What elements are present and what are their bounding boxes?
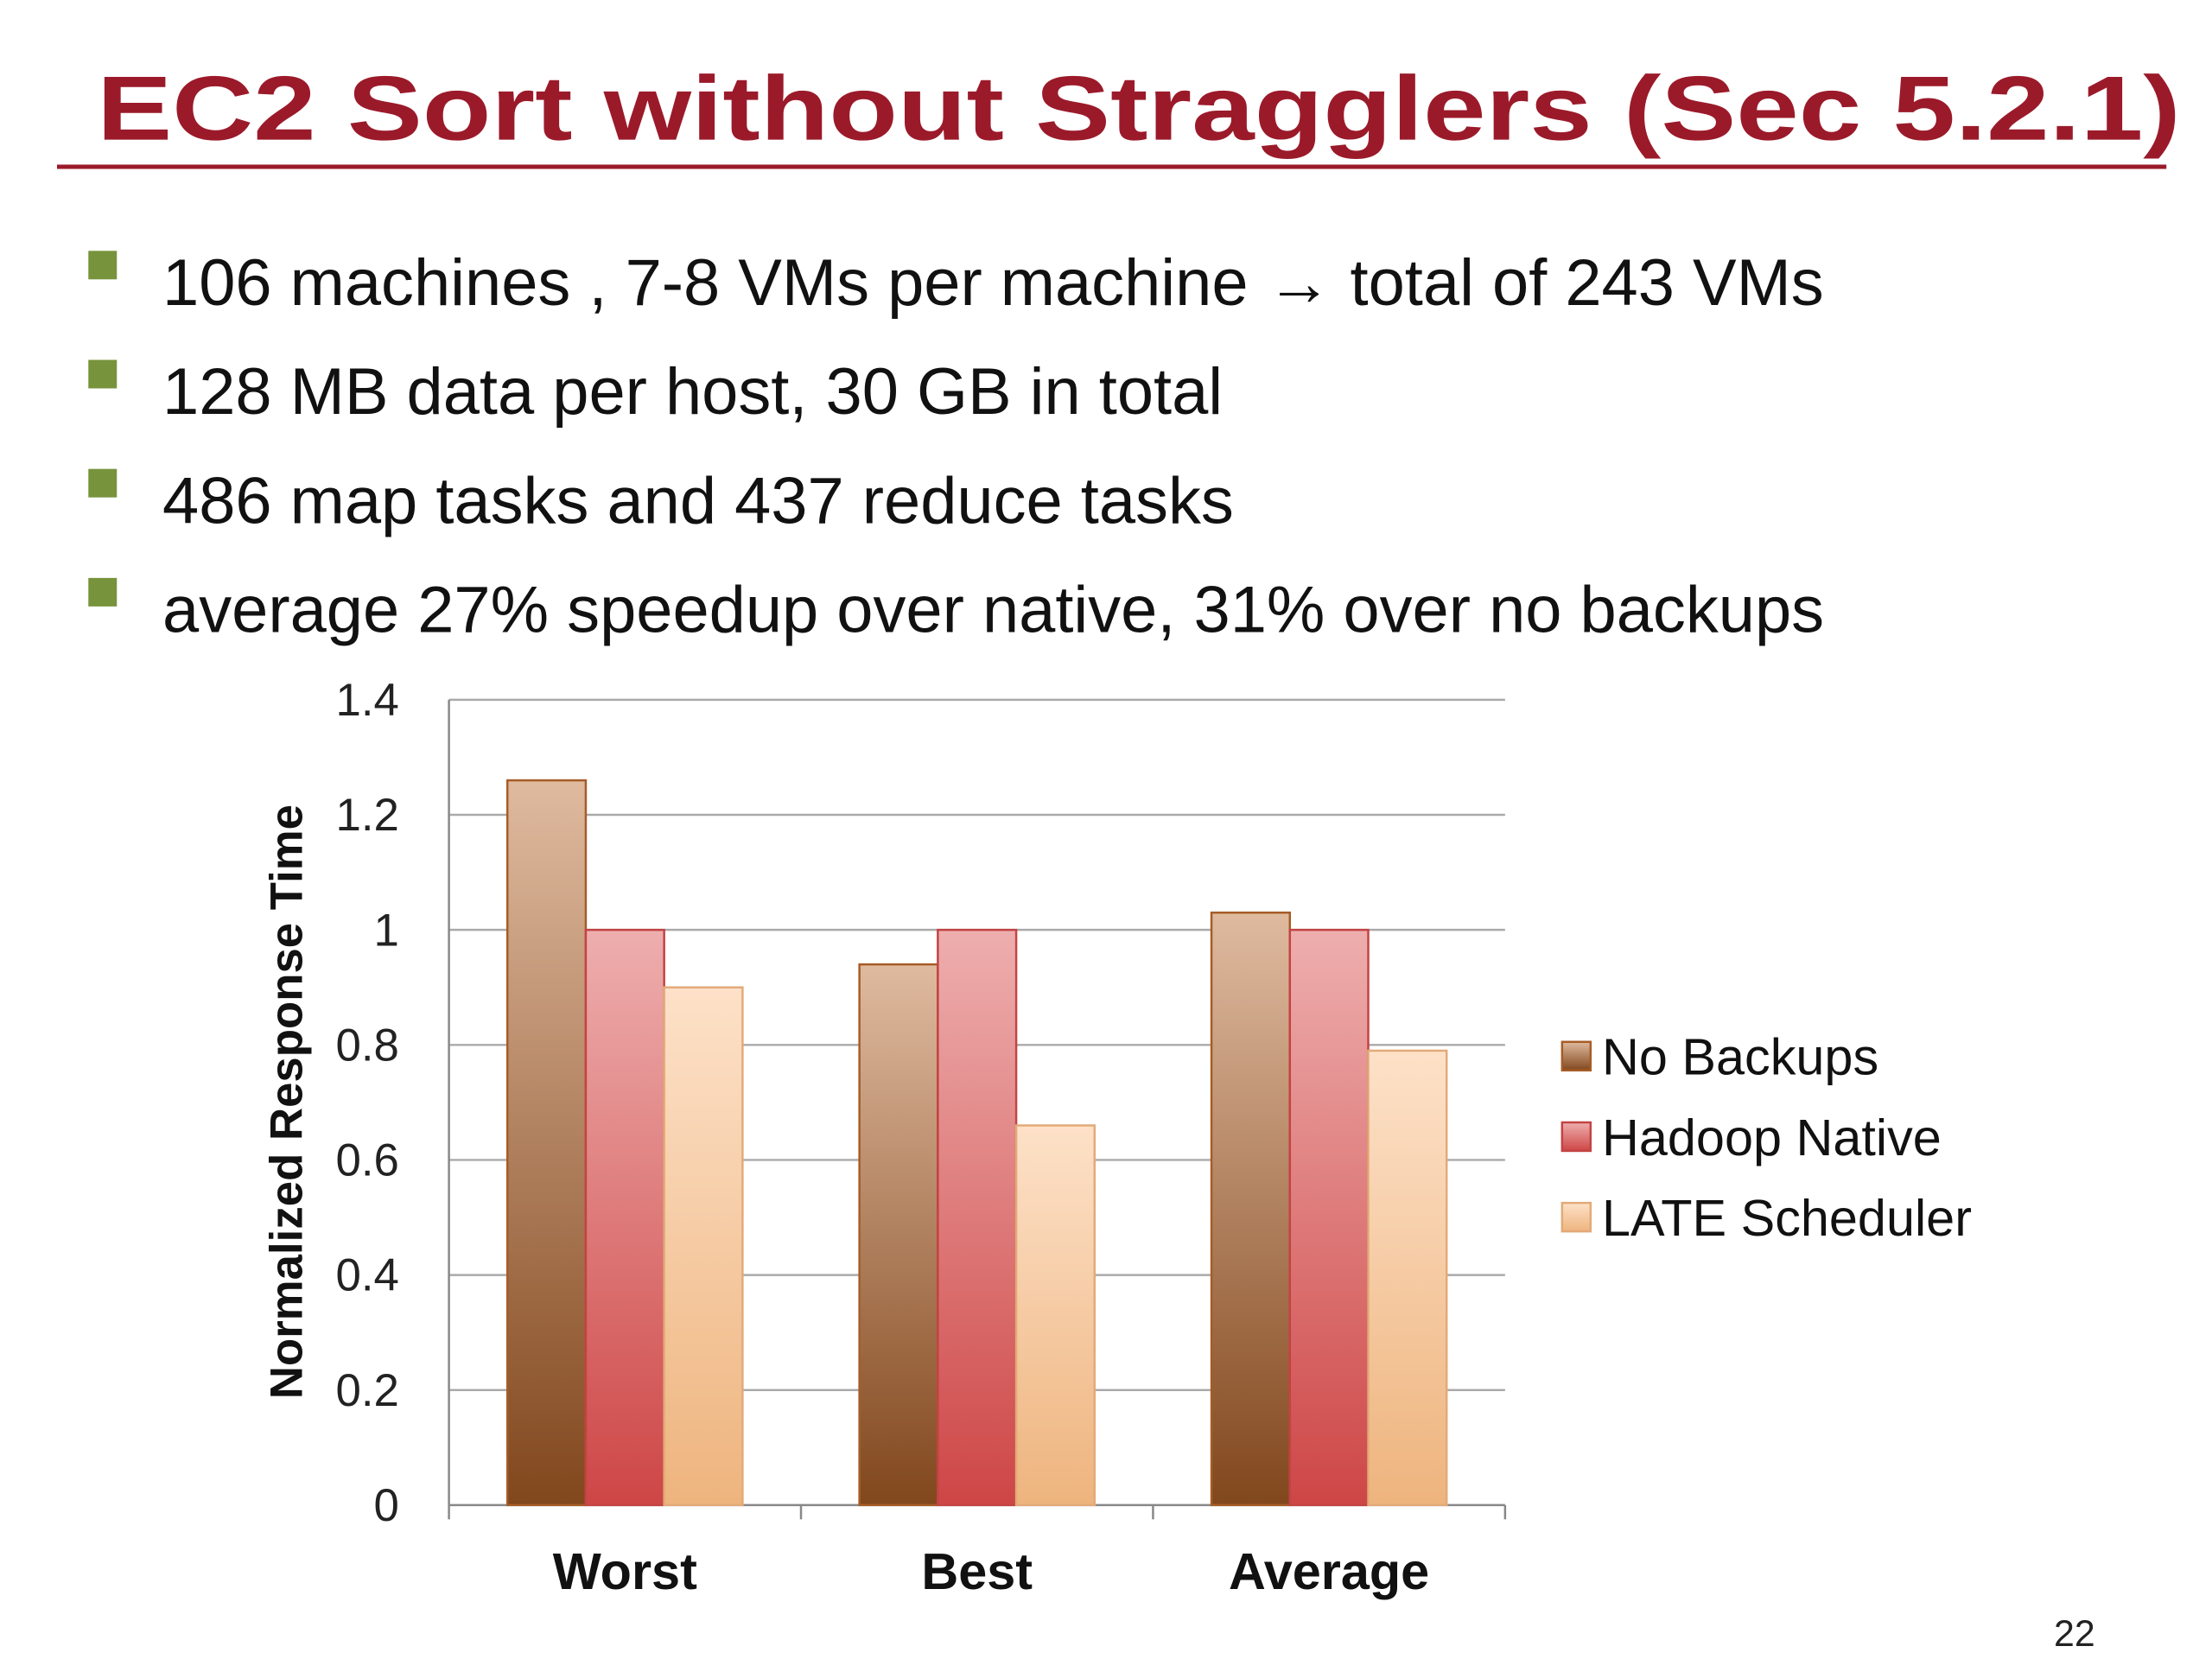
bullet-text: average 27% speedup over native, 31% ove… — [162, 574, 1824, 647]
y-axis-title: Normalized Response Time — [262, 804, 313, 1399]
y-tick-label: 0.8 — [335, 1020, 398, 1071]
legend-swatch — [1560, 1040, 1592, 1071]
y-tick-label: 1.2 — [335, 790, 398, 841]
bullet-marker — [88, 577, 118, 607]
bullet-marker — [88, 359, 118, 389]
bar — [937, 928, 1018, 1507]
bar — [505, 779, 588, 1507]
x-tick-label: Worst — [553, 1542, 697, 1600]
bullet-text: 486 map tasks and 437 reduce tasks — [162, 464, 1234, 537]
legend-swatch — [1560, 1201, 1592, 1233]
page-number: 22 — [2054, 1613, 2095, 1655]
bar — [858, 963, 939, 1507]
bar — [1288, 928, 1370, 1507]
bar — [1367, 1049, 1448, 1507]
bullet-text: 106 machines , 7-8 VMs per machine → tot… — [162, 246, 1824, 320]
y-tick-label: 1 — [373, 905, 398, 956]
bar — [1014, 1124, 1096, 1507]
y-tick-label: 0 — [373, 1480, 398, 1531]
legend-label: LATE Scheduler — [1602, 1189, 1972, 1247]
x-tick-label: Best — [921, 1542, 1033, 1600]
bullet-list: 106 machines , 7-8 VMs per machine → tot… — [88, 246, 1824, 647]
slide-title: EC2 Sort without Stragglers (Sec 5.2.1) — [97, 58, 2181, 160]
y-tick-label: 0.4 — [335, 1250, 398, 1301]
bullet-marker — [88, 468, 118, 498]
bullet-text: 128 MB data per host, 30 GB in total — [162, 355, 1223, 429]
y-tick-label: 1.4 — [335, 675, 398, 726]
y-tick-label: 0.2 — [335, 1365, 398, 1416]
legend-label: Hadoop Native — [1602, 1109, 1942, 1166]
bar — [663, 986, 744, 1507]
chart: 0 0.2 0.4 0.6 0.8 1 1.2 1.4 Normalized Response … — [262, 675, 1972, 1600]
bar — [584, 928, 665, 1507]
legend-label: No Backups — [1602, 1028, 1878, 1086]
bullet-marker — [88, 251, 118, 280]
y-tick-label: 0.6 — [335, 1135, 398, 1186]
legend-swatch — [1560, 1121, 1592, 1153]
x-tick-label: Average — [1229, 1542, 1429, 1600]
bar — [1210, 911, 1292, 1507]
